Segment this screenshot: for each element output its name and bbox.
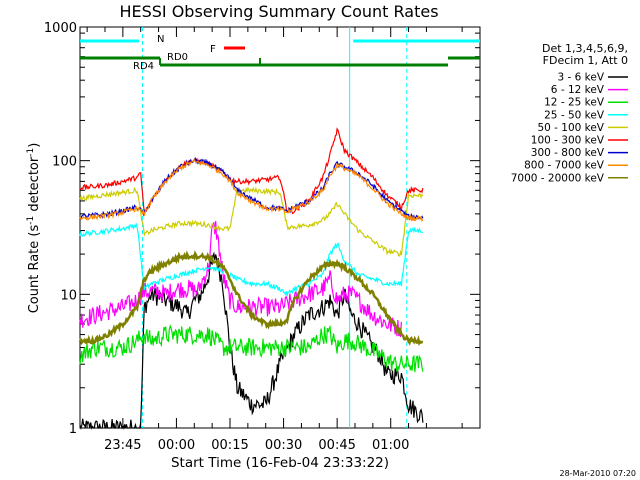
x-tick-label: 23:45	[104, 438, 141, 453]
y-tick-label: 1000	[44, 21, 77, 36]
plot-frame	[79, 26, 481, 429]
x-tick-label: 00:00	[158, 438, 195, 453]
legend: Det 1,3,4,5,6,9,FDecim 1, Att 0 3 - 6 keV…	[511, 42, 628, 184]
legend-header: FDecim 1, Att 0	[543, 54, 628, 67]
timestamp: 28-Mar-2010 07:20	[560, 469, 637, 478]
series-line	[79, 223, 423, 297]
series-line	[79, 127, 424, 215]
legend-label: 7000 - 20000 keV	[511, 172, 605, 184]
series-line	[78, 250, 424, 347]
legend-label: 800 - 7000 keV	[524, 160, 605, 172]
series-line	[79, 251, 424, 430]
x-axis-label: Start Time (16-Feb-04 23:33:22)	[171, 455, 389, 471]
y-axis-label: Count Rate (s-1 detector-1)	[26, 143, 42, 314]
series-line	[79, 220, 402, 338]
x-tick-label: 01:00	[372, 438, 409, 453]
x-tick-label: 00:30	[265, 438, 302, 453]
x-tick-label: 00:45	[318, 438, 355, 453]
attenuator-markers	[142, 27, 408, 428]
legend-label: 3 - 6 keV	[557, 72, 604, 84]
y-tick-label: 10	[60, 288, 77, 303]
legend-label: 50 - 100 keV	[537, 122, 604, 134]
legend-label: 12 - 25 keV	[544, 97, 605, 109]
legend-header: Det 1,3,4,5,6,9,	[542, 42, 628, 55]
series-lines	[78, 127, 424, 430]
legend-label: 6 - 12 keV	[551, 84, 605, 96]
chart-title: HESSI Observing Summary Count Rates	[119, 2, 438, 21]
legend-label: 25 - 50 keV	[544, 109, 605, 121]
state-bars	[80, 39, 480, 67]
y-tick-label: 1	[69, 422, 77, 437]
x-tick-label: 00:15	[211, 438, 248, 453]
y-tick-label: 100	[52, 155, 77, 170]
series-line	[79, 158, 424, 222]
legend-label: 300 - 800 keV	[531, 147, 605, 159]
series-line	[79, 186, 424, 257]
attenuator-label-f: F	[210, 44, 216, 55]
axis-ticks: 1 10 100 1000 23:45 00:00 00:15 00:30 00:45 01:00	[44, 21, 480, 453]
series-line	[79, 324, 424, 373]
legend-label: 100 - 300 keV	[531, 135, 605, 147]
decimation-label-rd4: RD4	[133, 61, 154, 72]
decimation-label-rd0: RD0	[167, 52, 188, 63]
attenuator-label-n: N	[157, 34, 164, 45]
